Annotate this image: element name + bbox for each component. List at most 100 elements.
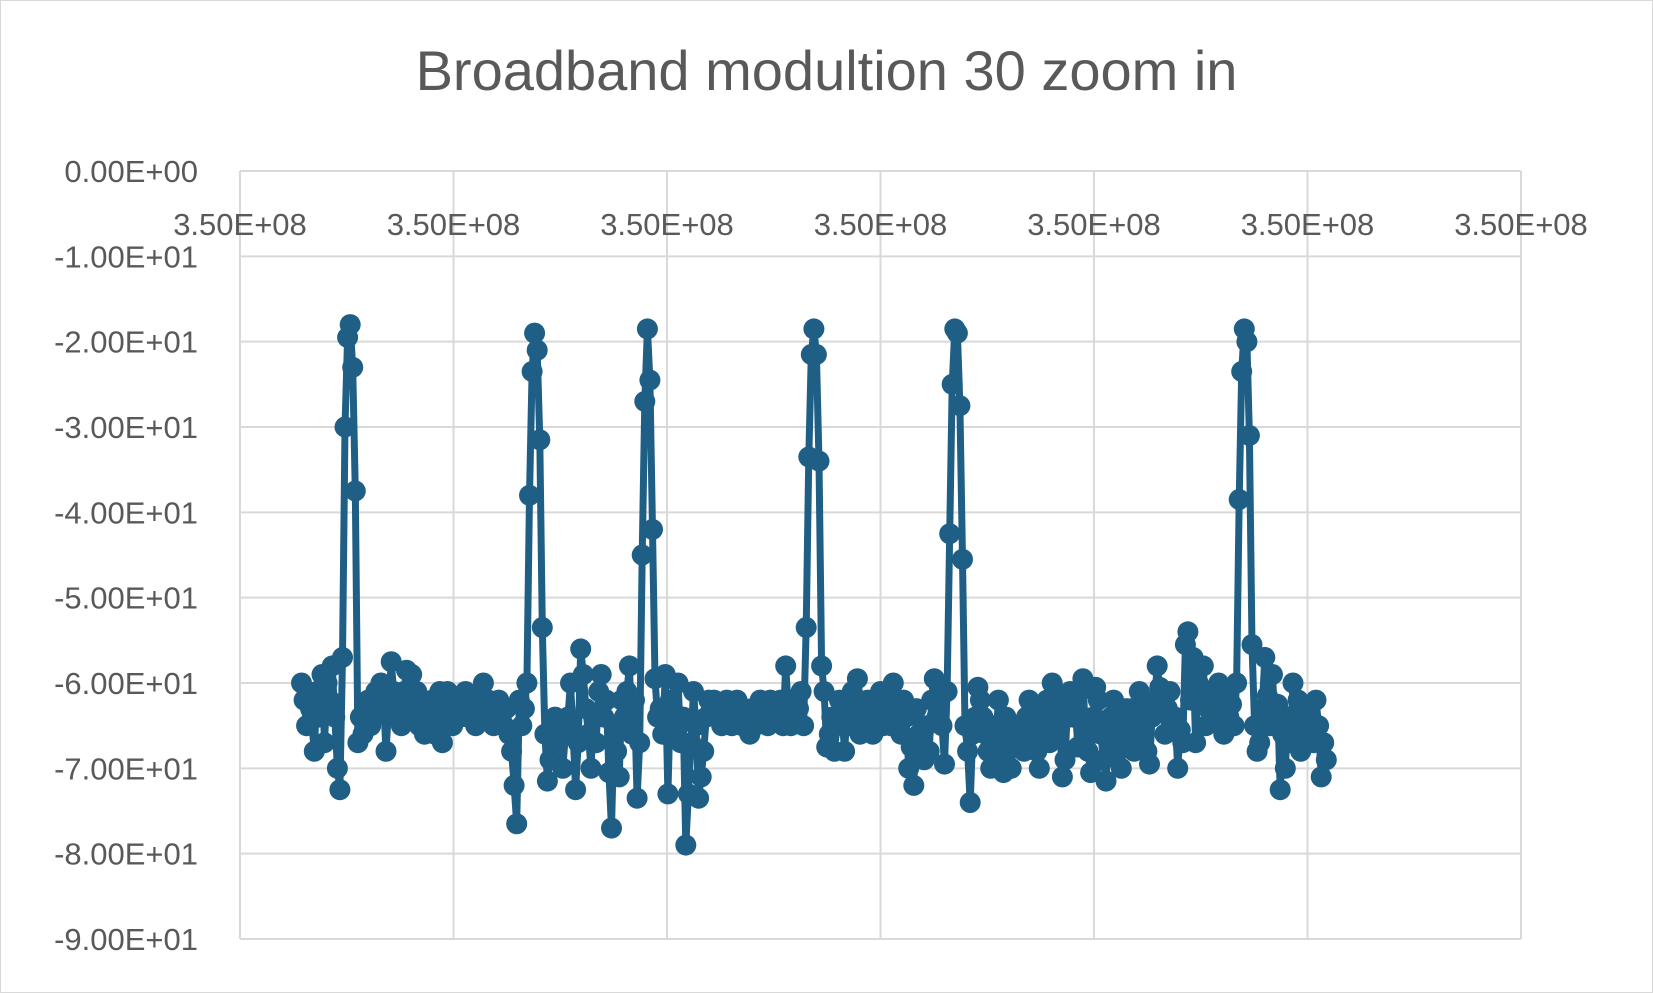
data-point bbox=[1000, 757, 1022, 779]
data-point bbox=[513, 698, 535, 720]
data-point bbox=[775, 655, 797, 677]
x-tick-label: 3.50E+08 bbox=[387, 207, 521, 242]
data-point bbox=[590, 664, 612, 685]
data-point bbox=[1192, 655, 1214, 677]
data-point bbox=[606, 740, 628, 762]
data-point bbox=[803, 318, 825, 340]
data-point bbox=[1241, 634, 1263, 656]
data-point bbox=[987, 689, 1009, 711]
data-point bbox=[334, 416, 356, 438]
data-point bbox=[1041, 672, 1063, 694]
y-axis-tick-labels: 0.00E+00 -1.00E+01 -2.00E+01 -3.00E+01 -4.00… bbox=[54, 154, 198, 957]
data-point bbox=[529, 429, 551, 451]
data-point bbox=[472, 672, 494, 694]
data-point bbox=[1305, 689, 1327, 711]
data-point bbox=[1236, 331, 1258, 353]
data-point bbox=[788, 698, 809, 720]
x-tick-label: 3.50E+08 bbox=[1241, 207, 1375, 242]
x-axis-tick-labels: 3.50E+08 3.50E+08 3.50E+08 3.50E+08 3.50E+08… bbox=[173, 207, 1588, 242]
data-point bbox=[342, 356, 364, 378]
data-point bbox=[1082, 706, 1104, 728]
data-point bbox=[608, 766, 630, 788]
data-point bbox=[1167, 757, 1189, 779]
data-point bbox=[790, 681, 812, 702]
data-point bbox=[903, 774, 925, 796]
data-point bbox=[314, 732, 335, 754]
data-point bbox=[642, 518, 663, 540]
data-point bbox=[793, 715, 815, 737]
data-point bbox=[1141, 706, 1163, 728]
data-point bbox=[1221, 693, 1242, 715]
x-tick-label: 3.50E+08 bbox=[1454, 207, 1588, 242]
data-point bbox=[1238, 425, 1260, 446]
data-point bbox=[291, 672, 312, 694]
data-point bbox=[339, 314, 361, 336]
y-tick-label: -3.00E+01 bbox=[54, 410, 198, 445]
data-point bbox=[905, 698, 927, 720]
data-point bbox=[1254, 646, 1276, 668]
y-tick-label: -1.00E+01 bbox=[54, 239, 198, 274]
data-point bbox=[572, 664, 594, 685]
x-tick-label: 3.50E+08 bbox=[814, 207, 948, 242]
data-point bbox=[1313, 732, 1335, 754]
data-point bbox=[946, 322, 968, 344]
data-point bbox=[1282, 672, 1304, 694]
data-point bbox=[639, 369, 661, 391]
data-series bbox=[291, 314, 1337, 856]
data-point bbox=[595, 689, 617, 711]
data-point bbox=[624, 689, 645, 711]
data-point bbox=[811, 655, 833, 677]
data-point bbox=[1223, 715, 1245, 737]
y-tick-label: -9.00E+01 bbox=[54, 922, 198, 957]
y-tick-label: -2.00E+01 bbox=[54, 325, 198, 360]
data-point bbox=[506, 813, 528, 835]
data-point bbox=[795, 617, 817, 638]
data-point bbox=[326, 757, 348, 779]
data-point bbox=[949, 395, 971, 417]
data-point bbox=[431, 732, 453, 754]
data-point bbox=[1110, 757, 1132, 779]
data-point bbox=[332, 646, 353, 668]
data-point bbox=[316, 672, 338, 694]
data-point bbox=[1231, 361, 1253, 382]
data-point bbox=[898, 757, 920, 779]
x-tick-label: 3.50E+08 bbox=[600, 207, 734, 242]
data-point bbox=[1028, 757, 1050, 779]
data-point bbox=[585, 732, 607, 754]
data-point bbox=[957, 740, 979, 762]
data-point bbox=[613, 706, 635, 728]
data-point bbox=[936, 681, 958, 702]
data-point bbox=[1274, 757, 1296, 779]
data-point bbox=[319, 689, 341, 711]
data-point bbox=[813, 681, 835, 702]
data-point bbox=[690, 766, 712, 788]
data-point bbox=[618, 655, 640, 677]
data-point bbox=[516, 672, 538, 694]
data-point bbox=[557, 706, 579, 728]
data-point bbox=[324, 706, 346, 728]
data-point bbox=[1177, 621, 1199, 643]
data-point bbox=[688, 787, 710, 809]
data-point bbox=[524, 322, 546, 344]
data-point bbox=[626, 787, 648, 809]
data-point bbox=[401, 664, 423, 685]
data-point bbox=[659, 689, 681, 711]
data-point bbox=[1054, 749, 1076, 771]
data-point bbox=[1308, 715, 1330, 737]
data-point bbox=[939, 523, 961, 545]
data-point bbox=[1051, 766, 1073, 788]
data-point bbox=[526, 339, 548, 361]
y-tick-label: -6.00E+01 bbox=[54, 666, 198, 701]
y-tick-label: -4.00E+01 bbox=[54, 495, 198, 530]
data-point bbox=[1315, 749, 1337, 771]
data-point bbox=[1262, 664, 1283, 685]
data-point bbox=[521, 361, 543, 382]
data-point bbox=[931, 715, 953, 737]
data-point bbox=[634, 390, 656, 412]
data-point bbox=[1310, 766, 1332, 788]
data-point bbox=[344, 480, 366, 502]
data-point bbox=[1244, 715, 1266, 737]
data-point bbox=[882, 672, 904, 694]
